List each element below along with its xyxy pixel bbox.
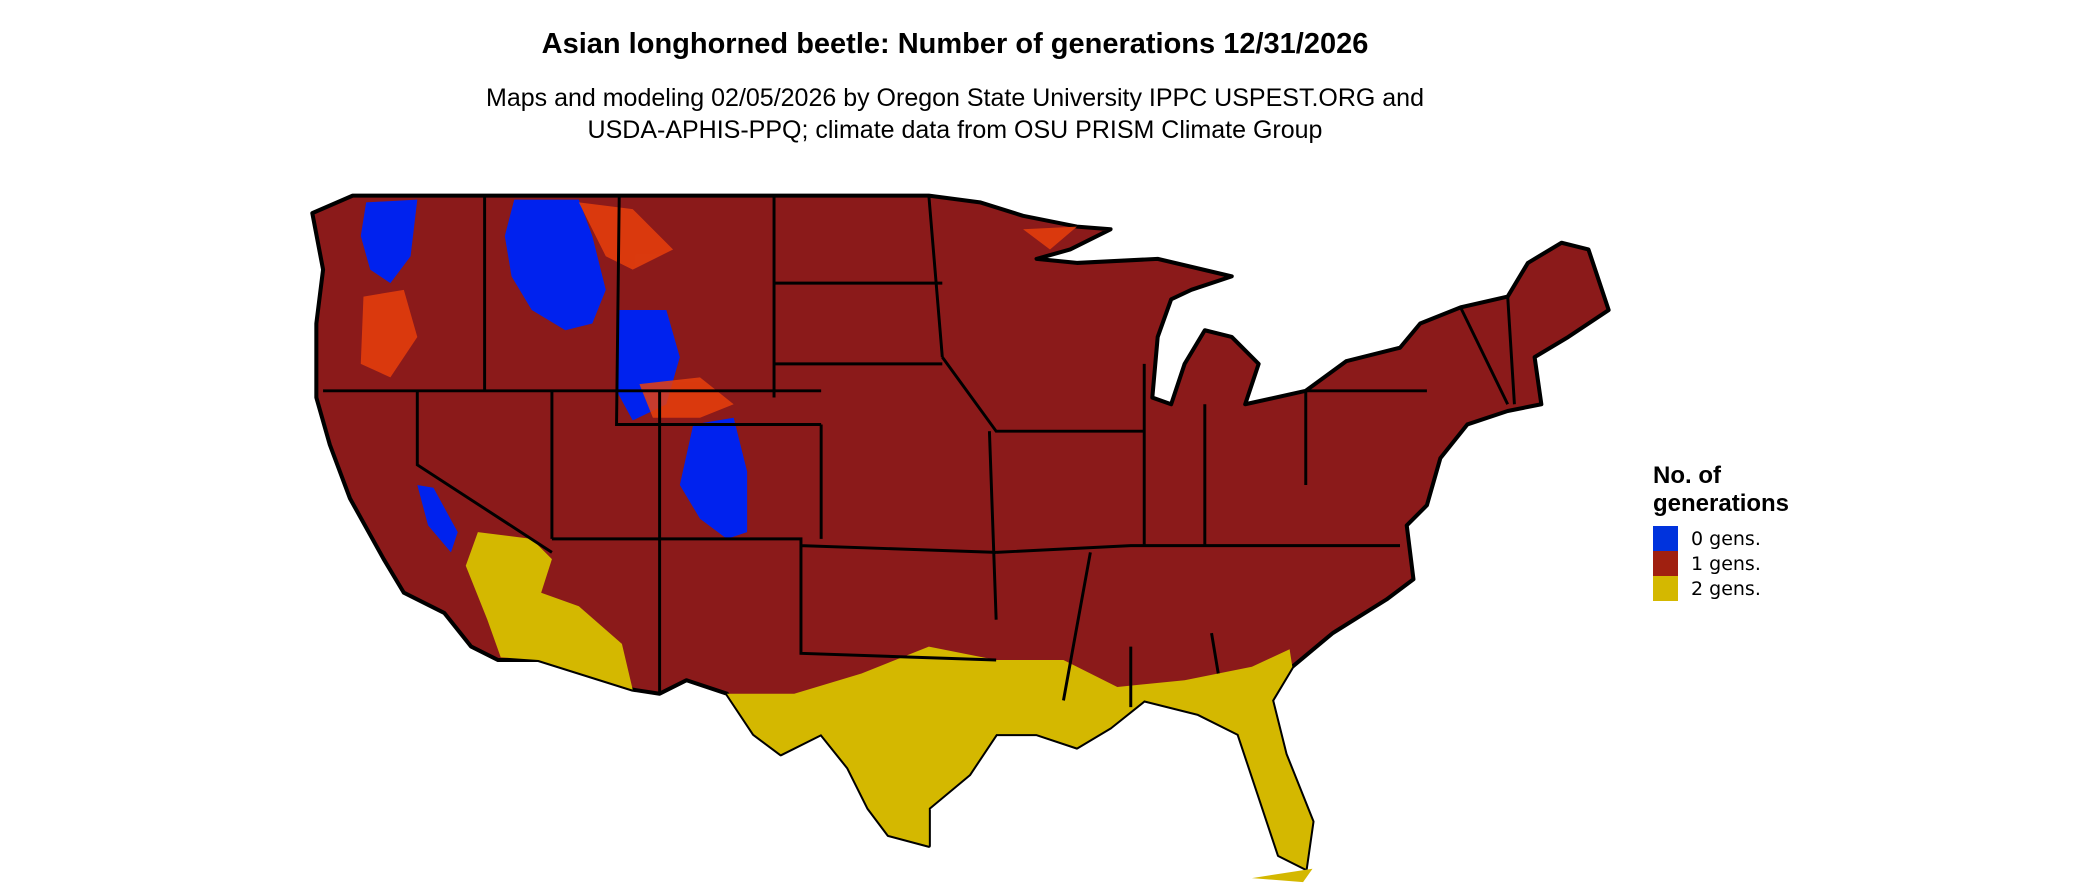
legend-label: 1 gens. — [1691, 552, 1761, 575]
chart-title: Asian longhorned beetle: Number of gener… — [541, 28, 1369, 60]
legend: No. of generations 0 gens. 1 gens. 2 gen… — [1653, 462, 1789, 601]
legend-swatch-yellow — [1653, 576, 1678, 601]
region-0-gens-idaho-montana — [504, 199, 606, 331]
region-2-gens-keys — [1251, 868, 1313, 883]
region-transition-orange — [360, 202, 1077, 418]
legend-title-line-1: No. of — [1653, 462, 1721, 489]
region-0-gens — [360, 199, 748, 553]
region-2-gens-southwest — [465, 532, 633, 690]
legend-item-2-gens: 2 gens. — [1653, 576, 1789, 601]
state-borders — [323, 195, 1516, 708]
region-0-gens-sierra — [417, 485, 458, 553]
legend-item-1-gens: 1 gens. — [1653, 551, 1789, 576]
region-2-gens-gulf — [726, 646, 1313, 869]
region-2-gens — [465, 532, 1313, 883]
region-0-gens-colorado — [679, 417, 748, 539]
legend-swatch-blue — [1653, 526, 1678, 551]
legend-item-0-gens: 0 gens. — [1653, 526, 1789, 551]
region-0-gens-cascades — [360, 199, 418, 284]
legend-swatch-red — [1653, 551, 1678, 576]
chart-subtitle-line-1: Maps and modeling 02/05/2026 by Oregon S… — [486, 84, 1424, 112]
chart-subtitle-line-2: USDA-APHIS-PPQ; climate data from OSU PR… — [587, 116, 1323, 144]
legend-label: 0 gens. — [1691, 527, 1761, 550]
legend-label: 2 gens. — [1691, 577, 1761, 600]
legend-title-line-2: generations — [1653, 490, 1790, 517]
